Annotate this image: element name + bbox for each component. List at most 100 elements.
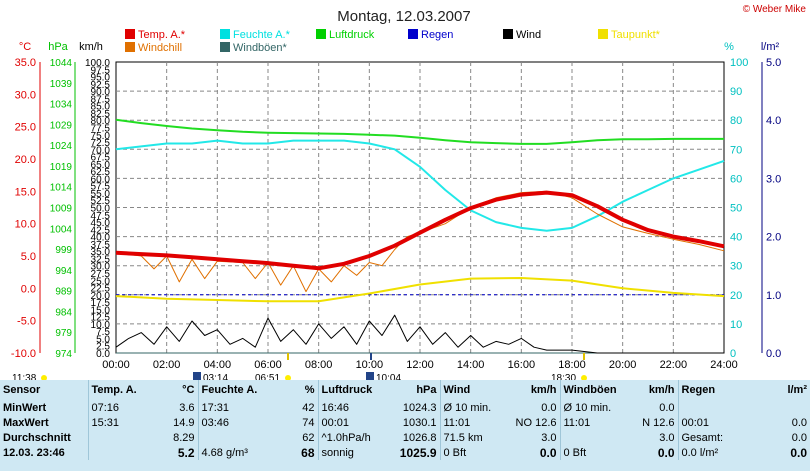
- kmh-tick-label: 22.5: [91, 284, 111, 295]
- stats-cell: [677, 400, 740, 415]
- pct-axis-unit: %: [724, 41, 734, 53]
- kmh-tick-label: 97.5: [91, 65, 111, 76]
- kmh-tick-label: 17.5: [91, 298, 111, 309]
- pct-tick-label: 50: [730, 203, 742, 215]
- pct-tick-label: 80: [730, 115, 742, 127]
- stats-cell: 8.29: [173, 431, 195, 444]
- stats-row-label: MinWert: [3, 401, 47, 414]
- x-tick-label: 06:00: [254, 359, 282, 371]
- series-windchill: [115, 190, 725, 293]
- stats-cell: 71.5 km: [439, 430, 502, 445]
- stats-cell: [559, 430, 620, 445]
- series-lines: [115, 118, 725, 354]
- pct-tick-label: 20: [730, 290, 742, 302]
- stats-cell: [87, 430, 146, 445]
- stats-header-cell: %: [304, 384, 315, 396]
- legend-label: Taupunkt*: [611, 29, 661, 41]
- stats-cell: 42: [302, 401, 315, 414]
- hpa-tick-label: 979: [55, 328, 72, 339]
- stats-cell: 07:16: [87, 400, 146, 415]
- series-tempa: [115, 190, 725, 271]
- stats-header-cell: Sensor: [3, 384, 41, 396]
- hpa-tick-label: 1014: [50, 183, 73, 194]
- stats-header-cell: Feuchte A.: [197, 380, 268, 400]
- kmh-tick-label: 40.0: [91, 233, 111, 244]
- kmh-tick-label: 2.5: [96, 342, 110, 353]
- stats-cell: Ø 10 min.: [559, 400, 620, 415]
- stats-cell: 0.0: [791, 431, 807, 444]
- pct-tick-label: 60: [730, 173, 742, 185]
- temp-tick-label: 5.0: [21, 251, 36, 263]
- daylength-label: 11:38: [12, 373, 37, 380]
- sunset-label: 18:30: [551, 373, 576, 380]
- stats-cell: 15:31: [87, 415, 146, 430]
- kmh-tick-label: 30.0: [91, 262, 111, 273]
- pct-tick-label: 30: [730, 261, 742, 273]
- kmh-tick-label: 32.5: [91, 254, 111, 265]
- kmh-tick-label: 27.5: [91, 269, 111, 280]
- moonset-label: 03:14: [203, 373, 228, 380]
- temp-tick-label: 20.0: [15, 154, 36, 166]
- series-luftdruck: [115, 118, 724, 145]
- rain-tick-label: 5.0: [766, 57, 781, 69]
- stats-header-cell: Wind: [439, 380, 502, 400]
- kmh-tick-label: 35.0: [91, 247, 111, 258]
- hpa-tick-label: 1019: [50, 162, 73, 173]
- x-tick-label: 20:00: [609, 359, 637, 371]
- kmh-tick-label: 80.0: [91, 116, 111, 127]
- stats-cell: Ø 10 min.: [439, 400, 502, 415]
- rain-tick-label: 3.0: [766, 173, 781, 185]
- kmh-tick-label: 72.5: [91, 138, 111, 149]
- x-tick-label: 24:00: [710, 359, 738, 371]
- hpa-tick-label: 974: [55, 349, 72, 360]
- kmh-tick-label: 87.5: [91, 94, 111, 105]
- sunrise-icon: [285, 375, 291, 380]
- x-tick-label: 16:00: [508, 359, 536, 371]
- kmh-tick-label: 70.0: [91, 145, 111, 156]
- stats-header-cell: Temp. A.: [87, 380, 146, 400]
- temp-axis-unit: °C: [19, 41, 31, 53]
- weather-chart: Montag, 12.03.2007 © Weber Mike Temp. A.…: [11, 4, 807, 380]
- stats-cell: 0.0 l/m²: [677, 445, 740, 460]
- hpa-tick-label: 1029: [50, 120, 73, 131]
- rain-tick-label: 0.0: [766, 348, 781, 360]
- sunrise-label: 06:51: [255, 373, 280, 380]
- moonrise-icon: [366, 372, 374, 380]
- sunset-icon: [581, 375, 587, 380]
- stats-cell: 3.0: [541, 431, 557, 444]
- kmh-tick-label: 20.0: [91, 291, 111, 302]
- stats-cell: 00:01: [317, 415, 380, 430]
- kmh-tick-label: 100.0: [85, 58, 110, 69]
- copyright-text: © Weber Mike: [743, 4, 807, 15]
- kmh-tick-label: 67.5: [91, 153, 111, 164]
- stats-row: Durchschnitt 8.29 62 ^1.0hPa/h 1026.8 71.5 km…: [0, 430, 810, 445]
- kmh-tick-label: 15.0: [91, 305, 111, 316]
- stats-row: 12.03. 23:46 5.2 4.68 g/m³ 68 sonnig 1025.9 0 …: [0, 445, 810, 460]
- stats-row: MaxWert 15:31 14.9 03:46 74 00:01 1030.1 11:01 N…: [0, 415, 810, 430]
- stats-cell: 11:01: [439, 415, 502, 430]
- stats-row: MinWert 07:16 3.6 17:31 42 16:46 1024.3 Ø 10 mi…: [0, 400, 810, 415]
- legend-swatch: [408, 29, 418, 39]
- legend-swatch: [316, 29, 326, 39]
- stats-row-label: Durchschnitt: [3, 431, 71, 444]
- rain-tick-label: 1.0: [766, 290, 781, 302]
- stats-cell: 3.0: [659, 431, 675, 444]
- stats-cell: 5.2: [177, 445, 195, 460]
- stats-cell: 0.0: [791, 416, 807, 429]
- stats-cell: 0.0: [659, 401, 675, 414]
- legend-label: Windchill: [138, 42, 182, 54]
- stats-cell: [87, 445, 146, 460]
- stats-header-cell: Regen: [677, 380, 740, 400]
- legend-swatch: [220, 29, 230, 39]
- temp-tick-label: -5.0: [17, 316, 36, 328]
- stats-cell: 17:31: [197, 400, 268, 415]
- kmh-tick-label: 75.0: [91, 131, 111, 142]
- stats-header-cell: °C: [182, 384, 195, 396]
- temp-tick-label: 0.0: [21, 283, 36, 295]
- legend-swatch: [125, 29, 135, 39]
- stats-cell: 68: [301, 445, 315, 460]
- stats-cell: 1025.9: [399, 445, 437, 460]
- temp-tick-label: 10.0: [15, 219, 36, 231]
- kmh-tick-label: 90.0: [91, 87, 111, 98]
- stats-cell: 0.0: [541, 401, 557, 414]
